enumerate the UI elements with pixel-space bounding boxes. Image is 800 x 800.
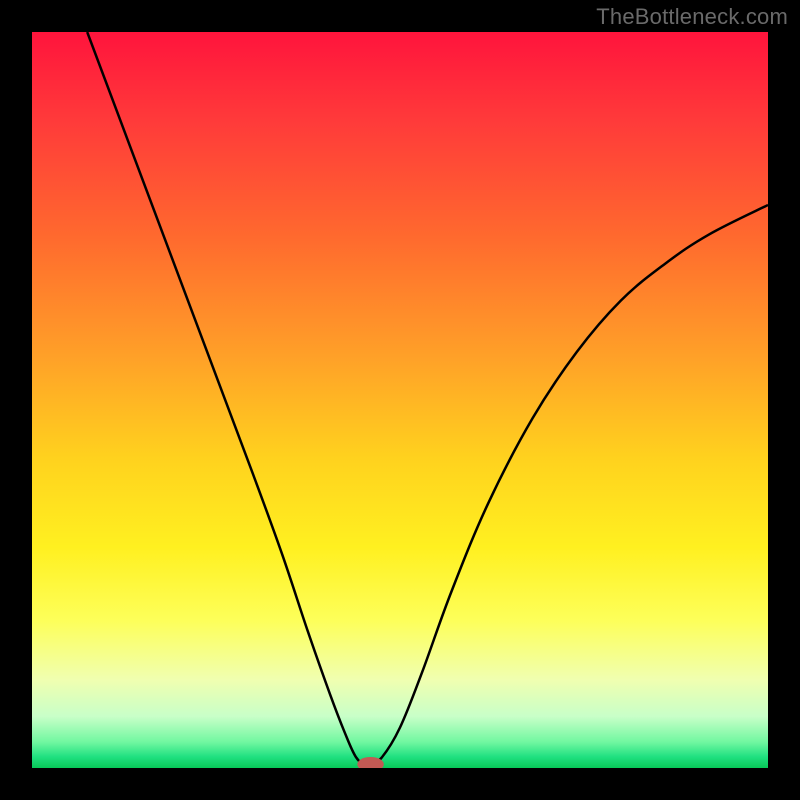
watermark-text: TheBottleneck.com xyxy=(596,4,788,30)
gradient-background xyxy=(32,32,768,768)
plot-area xyxy=(32,32,768,768)
chart-frame: TheBottleneck.com xyxy=(0,0,800,800)
chart-svg xyxy=(32,32,768,768)
